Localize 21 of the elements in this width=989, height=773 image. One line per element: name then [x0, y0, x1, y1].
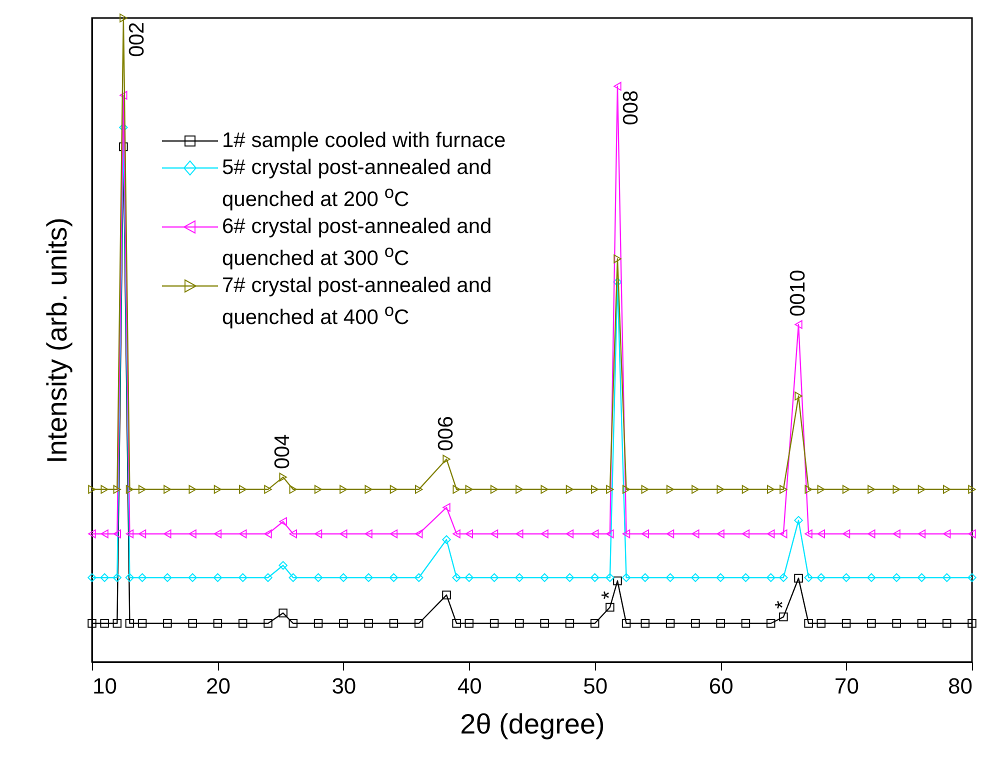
x-tick-label: 40 — [457, 674, 482, 698]
annotation: * — [771, 600, 794, 609]
x-tick-label: 30 — [332, 674, 356, 698]
x-tick-label: 80 — [948, 674, 972, 698]
x-tick-label: 10 — [92, 674, 117, 698]
annotation: * — [598, 591, 621, 600]
annotation: 006 — [434, 416, 458, 452]
annotation: 008 — [619, 90, 642, 126]
legend-label: 5# crystal post-annealed and quenched at 200 $^{o}$C — [222, 155, 493, 212]
legend-label: 7# crystal post-annealed and quenched at 400 $^{o}$C — [222, 273, 493, 330]
legend-label: 1# sample cooled with furnace — [222, 128, 507, 153]
x-tick-label: 60 — [708, 674, 734, 698]
annotation: 004 — [271, 434, 294, 470]
x-tick-label: 20 — [206, 674, 230, 698]
annotation: 002 — [125, 22, 148, 58]
annotation: 0010 — [786, 270, 810, 317]
x-axis-title: 2θ (degree) — [460, 708, 605, 740]
legend-label: 6# crystal post-annealed and quenched at 300 $^{o}$C — [222, 214, 493, 271]
y-axis-title: Intensity (arb. units) — [42, 218, 72, 464]
x-tick-label: 70 — [834, 674, 860, 698]
x-tick-label: 50 — [583, 674, 608, 698]
